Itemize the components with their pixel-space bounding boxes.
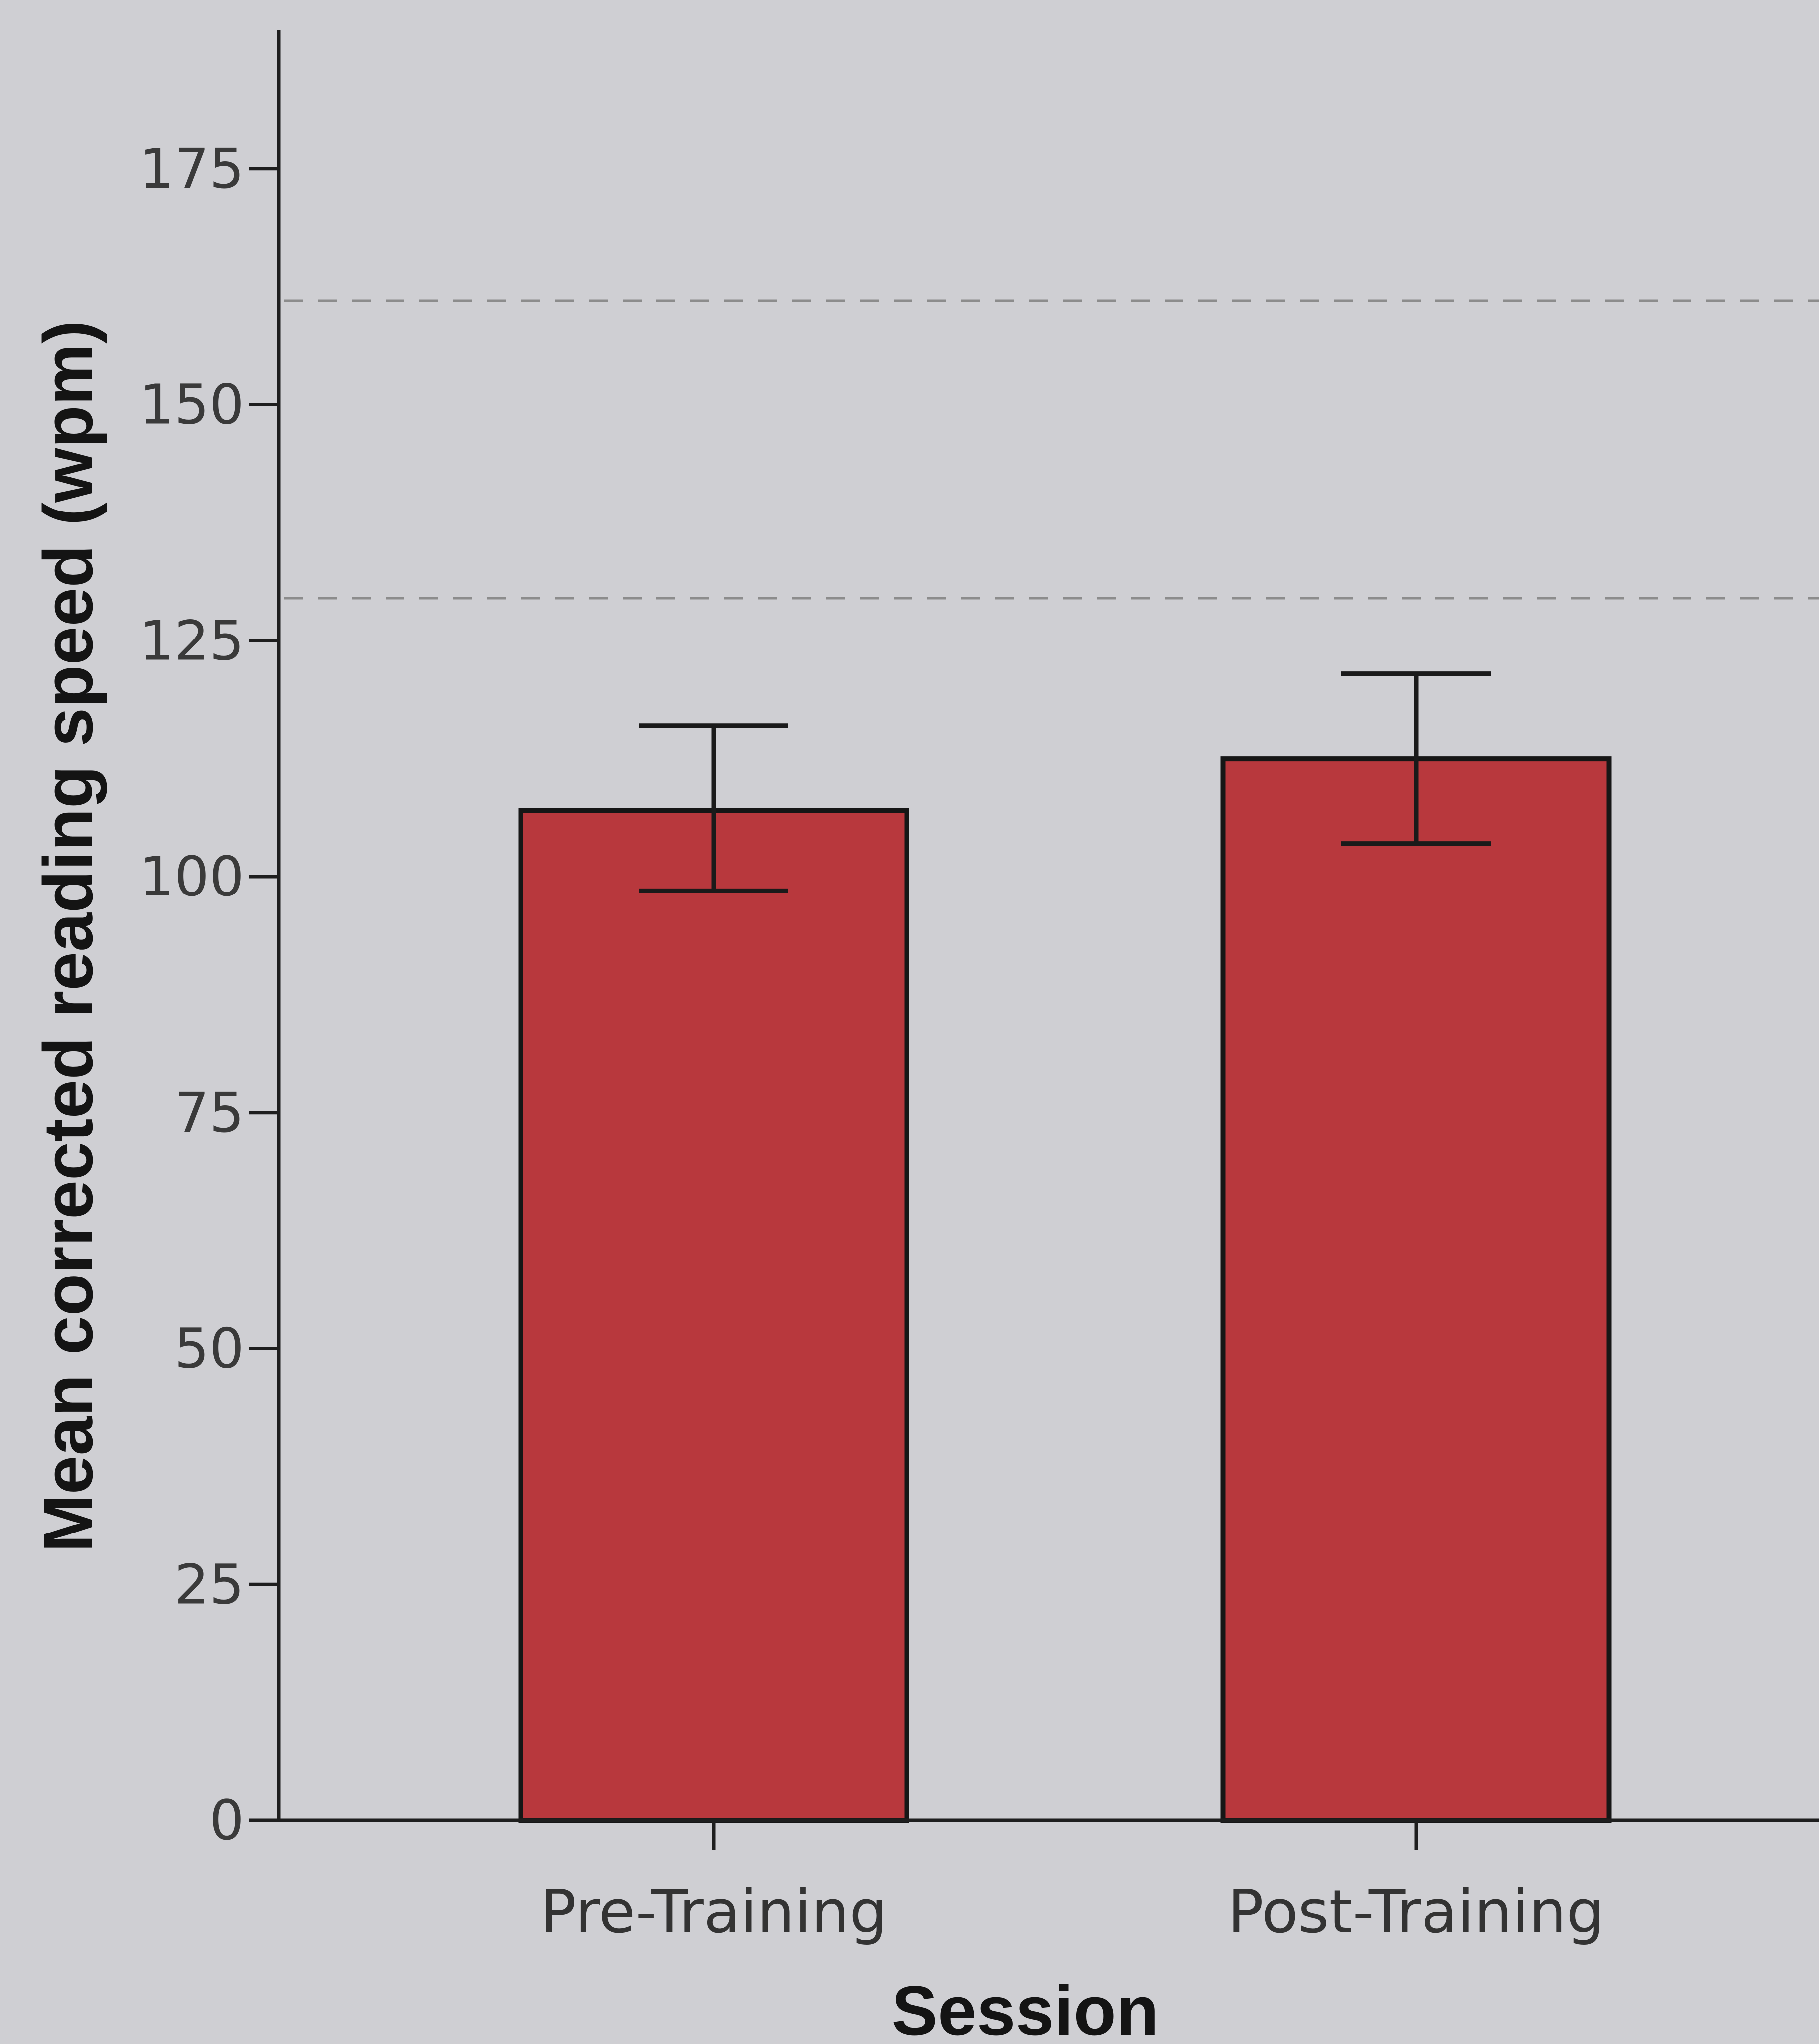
y-ticks: 0 25 50 75 100 125 150 175 [139, 137, 279, 1852]
x-tick-label: Pre-Training [540, 1878, 888, 1947]
bar [1220, 756, 1612, 1823]
y-tick-label: 100 [139, 845, 244, 908]
x-ticks: Pre-Training Post-Training [540, 1820, 1605, 1947]
x-tick-label: Post-Training [1228, 1878, 1605, 1947]
bar [518, 808, 910, 1823]
axes [249, 30, 1819, 1822]
y-tick-label: 0 [209, 1788, 244, 1852]
reference-lines [284, 299, 1819, 600]
y-tick-label: 75 [174, 1081, 244, 1145]
x-axis-title: Session [892, 1971, 1159, 2044]
y-tick-label: 50 [174, 1317, 244, 1381]
bars [518, 671, 1612, 1823]
y-tick-label: 125 [139, 609, 244, 672]
y-tick-label: 175 [139, 137, 244, 201]
y-axis-title: Mean corrected reading speed (wpm) [29, 320, 107, 1552]
y-tick-label: 25 [174, 1552, 244, 1616]
y-tick-label: 150 [139, 373, 244, 437]
